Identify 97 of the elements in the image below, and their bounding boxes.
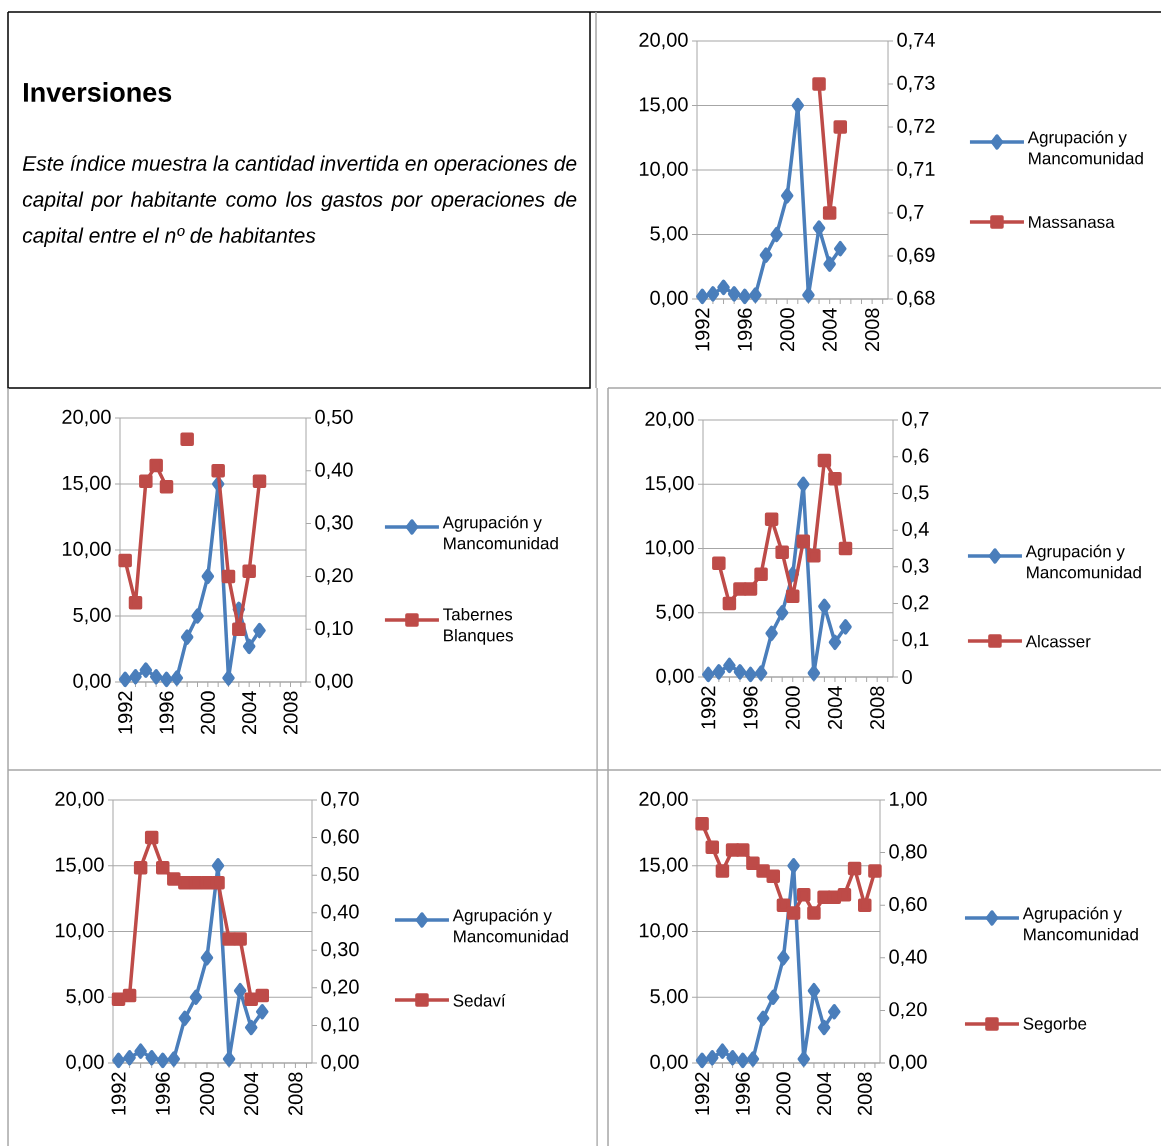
- y2-tick-label: 0,74: [897, 32, 935, 50]
- y2-tick-label: 0,73: [897, 75, 935, 93]
- y2-tick-label: 0,69: [897, 247, 935, 265]
- y-tick-label: 15,00: [639, 857, 688, 875]
- x-tick-label: 2008: [857, 1072, 872, 1116]
- y-tick-label: 5,00: [73, 607, 111, 625]
- x-tick-label: 1996: [743, 686, 758, 729]
- y-tick-label: 5,00: [650, 226, 688, 243]
- legend-label: Agrupación y Mancomunidad: [1025, 544, 1141, 579]
- y-tick-label: 5,00: [66, 989, 104, 1006]
- x-tick-label: 2008: [870, 686, 885, 730]
- x-tick-label: 1992: [111, 1072, 126, 1115]
- y2-tick-label: 1,00: [890, 791, 927, 809]
- y-tick-label: 15,00: [639, 97, 688, 114]
- y-tick-label: 10,00: [639, 923, 688, 940]
- x-tick-label: 2000: [200, 691, 215, 735]
- x-tick-label: 2000: [776, 1072, 791, 1116]
- x-tick-label: 2008: [288, 1072, 303, 1116]
- x-tick-label: 1996: [737, 308, 752, 351]
- text: Inversiones: [24, 82, 172, 102]
- y2-tick-label: 0: [902, 669, 912, 685]
- legend-label: Segorbe: [1023, 1017, 1087, 1033]
- y2-tick-label: 0,00: [321, 1054, 359, 1072]
- y-tick-label: 0,00: [650, 290, 688, 308]
- text: Este índice muestra la cantidad invertida en operaciones de capital por habitante como los gastos por operaciones de capital entre el nº de habitantes: [22, 155, 577, 248]
- y2-tick-label: 0,7: [902, 411, 929, 429]
- x-tick-label: 2004: [244, 1072, 259, 1116]
- x-tick-label: 1996: [159, 691, 174, 734]
- y2-tick-label: 0,60: [321, 829, 359, 846]
- legend-label: Agrupación y Mancomunidad: [452, 908, 568, 943]
- y2-tick-label: 0,72: [897, 118, 935, 136]
- y2-tick-label: 0,10: [321, 1017, 359, 1034]
- y2-tick-label: 0,1: [902, 632, 929, 649]
- y2-tick-label: 0,68: [897, 290, 935, 308]
- y-tick-label: 20,00: [639, 32, 688, 50]
- y2-tick-label: 0,40: [321, 904, 359, 921]
- y-tick-label: 0,00: [656, 668, 694, 686]
- y2-tick-label: 0,70: [321, 791, 359, 809]
- y-tick-label: 20,00: [55, 791, 104, 809]
- y-tick-label: 10,00: [62, 541, 111, 559]
- y2-tick-label: 0,20: [889, 1002, 927, 1019]
- y2-tick-label: 0,40: [315, 462, 353, 480]
- y2-tick-label: 0,3: [902, 558, 929, 576]
- y-tick-label: 20,00: [639, 791, 688, 809]
- x-tick-label: 1992: [701, 686, 716, 729]
- legend-label: Tabernes Blanques: [443, 607, 513, 645]
- y2-tick-label: 0,71: [897, 161, 935, 179]
- y-tick-label: 5,00: [656, 604, 694, 622]
- x-tick-label: 2008: [865, 308, 880, 352]
- x-tick-label: 2000: [785, 686, 800, 730]
- y2-tick-label: 0,20: [315, 568, 353, 585]
- legend-label: Sedaví: [453, 993, 506, 1007]
- y2-tick-label: 0,4: [902, 521, 929, 539]
- y-tick-label: 15,00: [55, 857, 104, 875]
- y2-tick-label: 0,30: [321, 942, 359, 959]
- x-tick-label: 2008: [283, 691, 298, 735]
- y2-tick-label: 0,20: [321, 979, 359, 997]
- y-tick-label: 15,00: [645, 476, 694, 493]
- y-tick-label: 0,00: [650, 1054, 688, 1072]
- y-tick-label: 0,00: [73, 673, 111, 691]
- legend-label: Alcasser: [1025, 634, 1091, 648]
- x-tick-label: 2004: [822, 308, 837, 352]
- y2-tick-label: 0,5: [902, 485, 929, 502]
- y2-tick-label: 0,2: [902, 595, 929, 612]
- x-tick-label: 2000: [780, 308, 795, 352]
- x-tick-label: 1996: [735, 1072, 750, 1115]
- legend-label: Agrupación y Mancomunidad: [1022, 906, 1138, 941]
- x-tick-label: 2000: [199, 1072, 215, 1116]
- y-tick-label: 10,00: [55, 923, 104, 940]
- legend-label: Agrupación y Mancomunidad: [442, 515, 558, 550]
- y2-tick-label: 0,30: [315, 515, 353, 532]
- x-tick-label: 2004: [242, 691, 257, 735]
- x-tick-label: 2004: [817, 1072, 832, 1116]
- y-tick-label: 20,00: [645, 411, 694, 429]
- y-tick-label: 20,00: [62, 409, 111, 427]
- y2-tick-label: 0,50: [321, 866, 359, 884]
- x-tick-label: 2004: [827, 686, 843, 730]
- x-tick-label: 1992: [695, 308, 710, 351]
- y2-tick-label: 0,7: [897, 204, 924, 222]
- x-tick-label: 1992: [118, 691, 133, 734]
- y-tick-label: 15,00: [62, 475, 111, 493]
- legend-label: Agrupación y Mancomunidad: [1027, 130, 1143, 165]
- y-tick-label: 5,00: [650, 989, 688, 1006]
- y2-tick-label: 0,40: [889, 949, 927, 967]
- y2-tick-label: 0,60: [889, 896, 927, 914]
- y-tick-label: 0,00: [66, 1054, 104, 1072]
- y-tick-label: 10,00: [645, 540, 694, 557]
- y2-tick-label: 0,10: [315, 620, 353, 638]
- y-tick-label: 10,00: [639, 161, 688, 179]
- y2-tick-label: 0,6: [902, 448, 929, 465]
- x-tick-label: 1992: [695, 1072, 710, 1115]
- x-tick-label: 1996: [155, 1072, 170, 1115]
- legend-label: Massanasa: [1029, 216, 1115, 229]
- y2-tick-label: 0,50: [315, 409, 353, 427]
- y2-tick-label: 0,80: [889, 844, 927, 861]
- y2-tick-label: 0,00: [315, 673, 353, 691]
- y2-tick-label: 0,00: [889, 1054, 927, 1072]
